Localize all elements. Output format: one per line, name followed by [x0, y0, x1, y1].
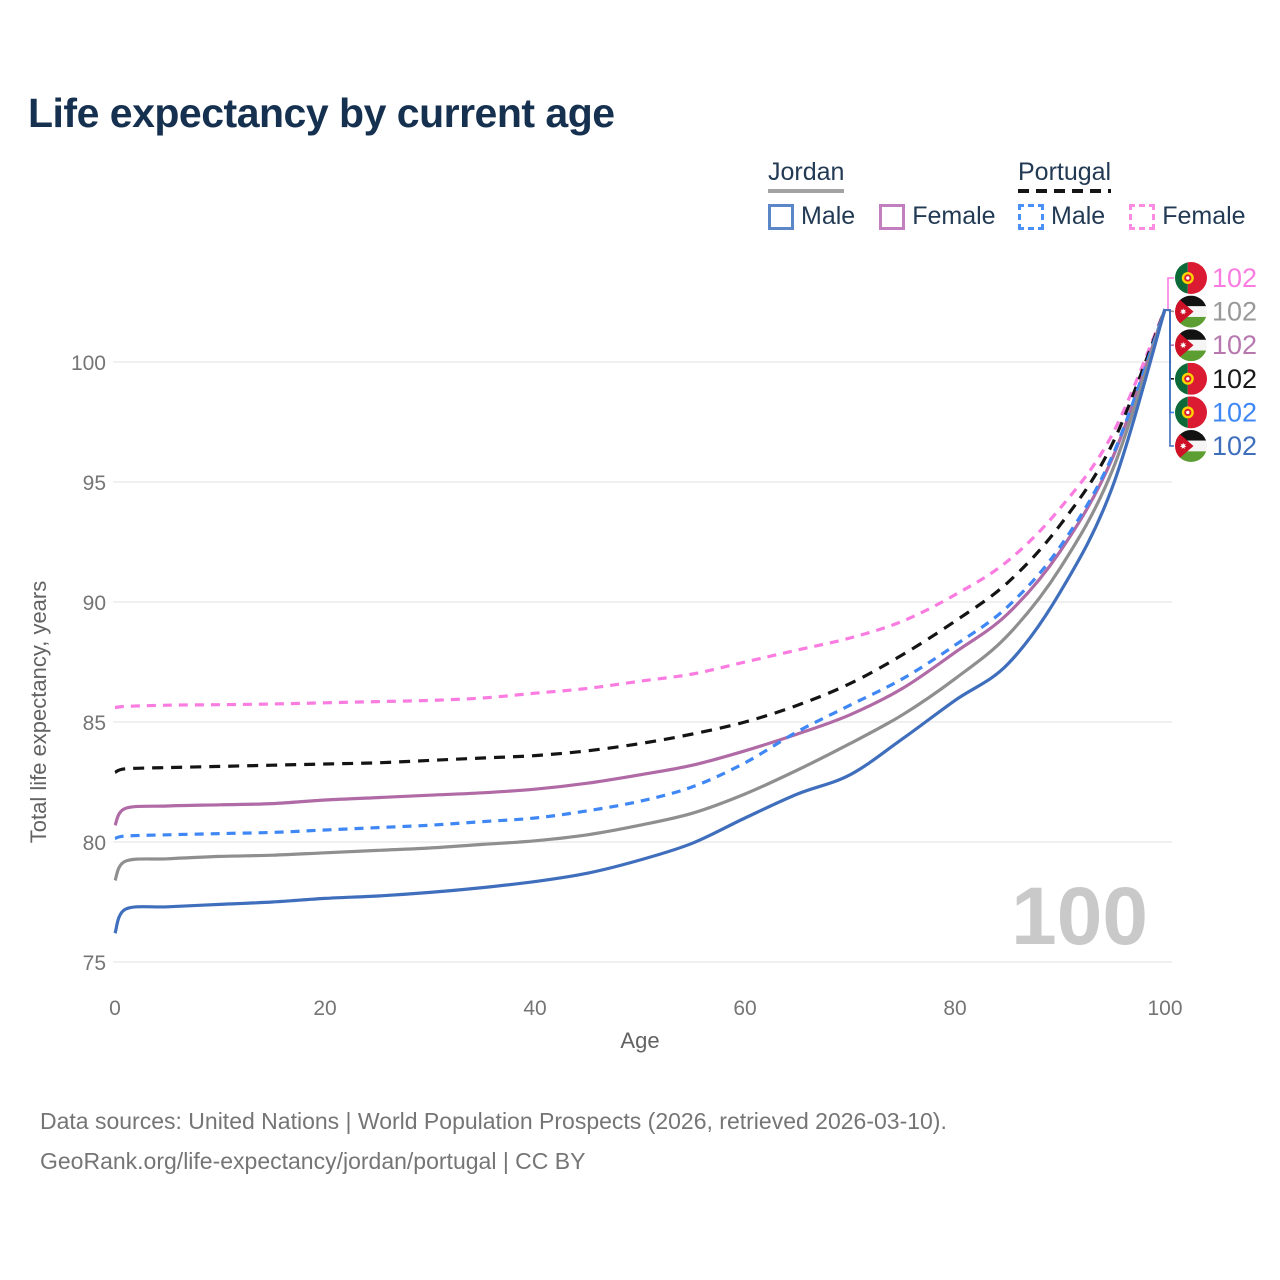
- portugal-flag-icon: [1175, 396, 1207, 429]
- legend-item-label[interactable]: Female: [912, 202, 996, 230]
- series-line-portugal-male: [114, 308, 1167, 840]
- legend-country-label[interactable]: Jordan: [768, 158, 845, 186]
- x-tick-label: 20: [313, 997, 336, 1020]
- legend-swatch-male[interactable]: [768, 203, 794, 230]
- end-label-value: 102: [1212, 263, 1257, 293]
- legend-group-portugal: Portugal Male Female: [1018, 158, 1270, 231]
- line-chart: 100 75 80 85 90 95 100 0 20 40 60 80 100 Total lif…: [26, 262, 1257, 1053]
- series-line-jordan-female: [113, 308, 1167, 827]
- y-tick-label: 95: [83, 472, 106, 495]
- x-axis-ticks: 0 20 40 60 80 100: [109, 997, 1182, 1020]
- y-tick-label: 100: [71, 352, 106, 375]
- legend-item-portugal-male[interactable]: Male: [1018, 202, 1105, 231]
- end-label-leader: [1165, 309, 1174, 447]
- series-lines: [113, 308, 1167, 934]
- legend-group-jordan: Jordan Male Female: [768, 158, 1020, 231]
- end-label-value: 102: [1212, 297, 1257, 327]
- y-tick-label: 80: [83, 832, 106, 855]
- legend-swatch-female[interactable]: [1129, 203, 1156, 230]
- legend-items: Male Female: [1018, 202, 1270, 231]
- legend-country-portugal[interactable]: Portugal: [1018, 158, 1112, 193]
- x-tick-label: 0: [109, 997, 121, 1020]
- legend-country-underline-dashed: [1018, 189, 1112, 193]
- end-label-value: 102: [1212, 397, 1257, 427]
- jordan-flag-icon: [1175, 430, 1207, 462]
- end-label-value: 102: [1212, 431, 1257, 461]
- jordan-flag-icon: [1175, 329, 1207, 362]
- y-tick-label: 75: [83, 952, 106, 975]
- series-line-portugal: [114, 308, 1167, 774]
- end-labels: 102 102 102: [1164, 262, 1257, 462]
- legend-swatch-female[interactable]: [879, 203, 906, 230]
- y-tick-label: 85: [83, 712, 106, 735]
- legend-item-jordan-male[interactable]: Male: [768, 202, 855, 231]
- legend-country-jordan[interactable]: Jordan: [768, 158, 845, 193]
- y-tick-label: 90: [83, 592, 106, 615]
- portugal-flag-icon: [1175, 362, 1207, 395]
- series-line-jordan: [113, 308, 1167, 882]
- series-line-jordan-male: [113, 308, 1167, 934]
- legend-country-label[interactable]: Portugal: [1018, 158, 1112, 186]
- jordan-flag-icon: [1175, 295, 1207, 328]
- age-watermark: 100: [1011, 871, 1148, 962]
- page-title: Life expectancy by current age: [28, 90, 615, 136]
- x-tick-label: 80: [943, 997, 966, 1020]
- series-line-portugal-female: [114, 308, 1167, 710]
- y-axis-title: Total life expectancy, years: [26, 581, 51, 844]
- legend-swatch-male[interactable]: [1018, 203, 1044, 230]
- end-label-leader: [1165, 277, 1174, 311]
- legend-item-portugal-female[interactable]: Female: [1129, 202, 1246, 231]
- x-tick-label: 40: [523, 997, 546, 1020]
- end-label-value: 102: [1212, 364, 1257, 394]
- y-axis-ticks: 75 80 85 90 95 100: [71, 352, 106, 975]
- legend-country-underline-solid: [768, 189, 845, 193]
- footer-attribution: GeoRank.org/life-expectancy/jordan/portu…: [40, 1148, 586, 1174]
- gridlines: [113, 361, 1172, 963]
- footer-data-sources: Data sources: United Nations | World Pop…: [40, 1108, 947, 1134]
- legend-item-label[interactable]: Female: [1162, 202, 1246, 230]
- x-tick-label: 100: [1147, 997, 1182, 1020]
- x-tick-label: 60: [733, 997, 756, 1020]
- x-axis-title: Age: [620, 1028, 659, 1053]
- legend-item-label[interactable]: Male: [801, 202, 856, 230]
- portugal-flag-icon: [1175, 262, 1207, 294]
- legend-items: Male Female: [768, 202, 1020, 231]
- end-label-value: 102: [1212, 330, 1257, 360]
- legend-item-label[interactable]: Male: [1051, 202, 1106, 230]
- legend-item-jordan-female[interactable]: Female: [879, 202, 996, 231]
